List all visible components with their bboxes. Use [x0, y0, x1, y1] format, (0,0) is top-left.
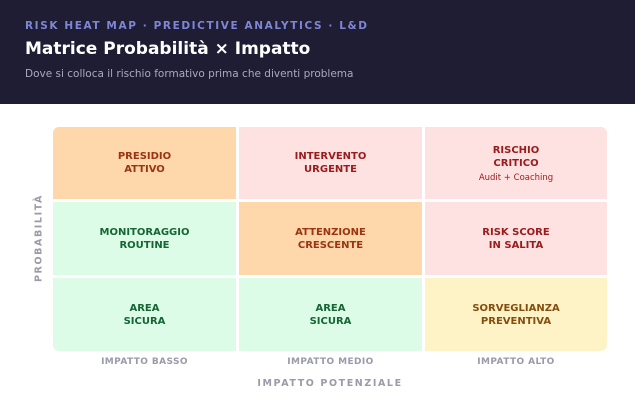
cell-label: RISCHIO CRITICO — [492, 144, 540, 169]
matrix-cell-low-prob-mid-impact: AREA SICURA — [239, 278, 422, 351]
page-title: Matrice Probabilità × Impatto — [25, 39, 311, 59]
cell-label: SORVEGLIANZA PREVENTIVA — [472, 302, 560, 327]
cell-label: AREA SICURA — [123, 302, 166, 327]
risk-matrix: PRESIDIO ATTIVO INTERVENTO URGENTE RISCH… — [53, 127, 607, 351]
matrix-cell-mid-prob-low-impact: MONITORAGGIO ROUTINE — [53, 202, 236, 275]
matrix-cell-low-prob-low-impact: AREA SICURA — [53, 278, 236, 351]
x-tick-high: IMPATTO ALTO — [477, 357, 555, 367]
x-axis-ticks: IMPATTO BASSO IMPATTO MEDIO IMPATTO ALTO — [53, 357, 607, 367]
matrix-cell-high-prob-low-impact: PRESIDIO ATTIVO — [53, 127, 236, 199]
cell-label: INTERVENTO URGENTE — [294, 151, 367, 175]
matrix-cell-high-prob-mid-impact: INTERVENTO URGENTE — [239, 127, 422, 199]
y-axis-label: PROBABILITÀ — [33, 193, 45, 283]
page-subtitle: Dove si colloca il rischio formativo pri… — [25, 68, 354, 80]
cell-label: AREA SICURA — [309, 302, 352, 327]
eyebrow-label: RISK HEAT MAP · PREDICTIVE ANALYTICS · L… — [25, 20, 369, 32]
x-tick-low: IMPATTO BASSO — [101, 357, 188, 367]
x-axis-label: IMPATTO POTENZIALE — [257, 378, 403, 389]
header-banner: RISK HEAT MAP · PREDICTIVE ANALYTICS · L… — [0, 0, 635, 104]
matrix-cell-high-prob-high-impact: RISCHIO CRITICO Audit + Coaching — [425, 127, 607, 199]
cell-note: Audit + Coaching — [478, 172, 554, 183]
x-tick-medium: IMPATTO MEDIO — [287, 357, 374, 367]
matrix-cell-mid-prob-high-impact: RISK SCORE IN SALITA — [425, 202, 607, 275]
cell-label: PRESIDIO ATTIVO — [117, 151, 172, 175]
matrix-cell-mid-prob-mid-impact: ATTENZIONE CRESCENTE — [239, 202, 422, 275]
cell-label: RISK SCORE IN SALITA — [482, 226, 550, 251]
cell-label: ATTENZIONE CRESCENTE — [295, 226, 366, 251]
cell-label: MONITORAGGIO ROUTINE — [99, 226, 190, 251]
matrix-cell-low-prob-high-impact: SORVEGLIANZA PREVENTIVA — [425, 278, 607, 351]
